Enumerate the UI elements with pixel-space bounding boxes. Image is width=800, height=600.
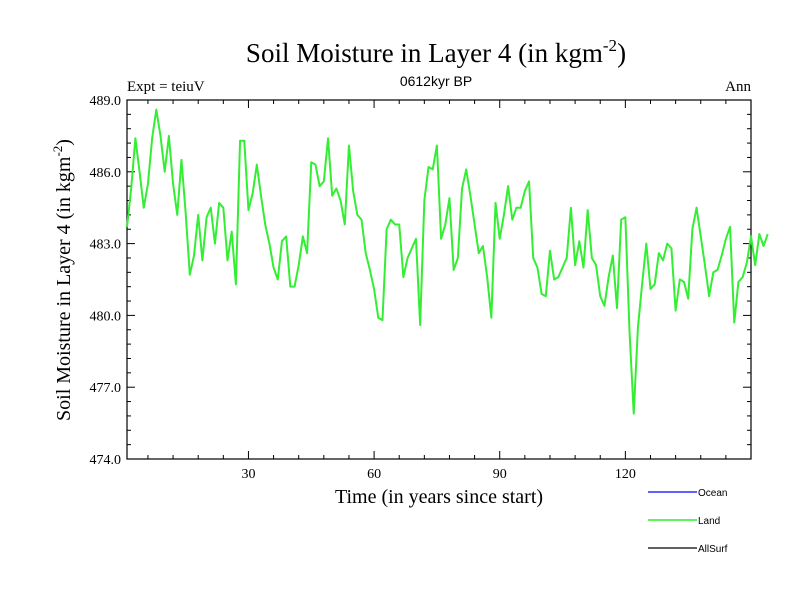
- y-tick-label: 483.0: [90, 238, 122, 253]
- y-axis: 474.0 477.0 480.0 483.0 486.0 489.0: [90, 94, 751, 468]
- legend-label-ocean: Ocean: [698, 488, 727, 499]
- subtitle-left: Expt = teiuV: [127, 79, 205, 95]
- subtitle-center: 0612kyr BP: [400, 73, 472, 89]
- x-tick-label: 30: [241, 467, 255, 482]
- series-line-land: [126, 108, 769, 415]
- x-tick-label: 120: [615, 467, 636, 482]
- series-group: [126, 108, 769, 415]
- plot-frame: [126, 99, 752, 460]
- y-tick-label: 489.0: [90, 94, 122, 109]
- x-tick-label: 90: [493, 467, 507, 482]
- legend-label-land: Land: [698, 516, 720, 527]
- x-tick-label: 60: [367, 467, 381, 482]
- y-tick-label: 480.0: [90, 309, 122, 324]
- legend-label-allsurf: AllSurf: [698, 544, 728, 555]
- x-axis-label: Time (in years since start): [335, 486, 543, 508]
- subtitle-right: Ann: [725, 79, 751, 95]
- legend: Ocean Land AllSurf: [648, 488, 728, 555]
- y-tick-label: 486.0: [90, 166, 122, 181]
- y-tick-label: 474.0: [90, 453, 122, 468]
- y-axis-label: Soil Moisture in Layer 4 (in kgm-2): [50, 139, 75, 421]
- chart-title: Soil Moisture in Layer 4 (in kgm-2): [246, 36, 626, 68]
- y-tick-label: 477.0: [90, 381, 122, 396]
- x-axis: 30 60 90 120: [147, 100, 752, 482]
